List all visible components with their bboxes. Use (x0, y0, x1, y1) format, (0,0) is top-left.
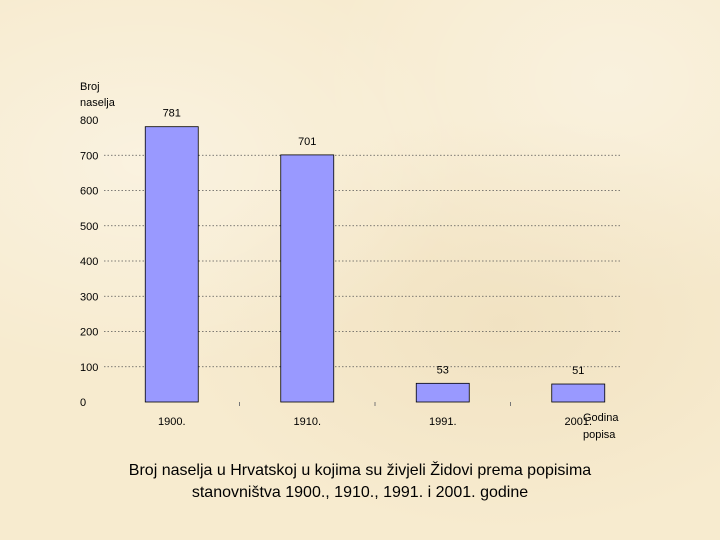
y-tick-label: 100 (80, 362, 98, 374)
data-label: 53 (437, 364, 449, 376)
caption-line-1: Broj naselja u Hrvatskoj u kojima su živ… (128, 462, 592, 479)
data-label: 781 (163, 108, 181, 120)
grid-lines (104, 154, 622, 406)
x-tick-label: 1900. (158, 416, 186, 428)
y-tick-label: 600 (80, 186, 98, 198)
x-axis-title-line-2: popisa (583, 429, 616, 441)
x-tick-label: 1910. (293, 416, 321, 428)
x-tick-label: 1991. (429, 416, 457, 428)
y-axis-title-line-1: Broj (80, 81, 100, 93)
bar (415, 382, 470, 403)
bar (144, 126, 199, 403)
y-tick-label: 400 (80, 256, 98, 268)
data-label: 701 (298, 136, 316, 148)
bars (144, 126, 606, 403)
y-tick-label: 300 (80, 291, 98, 303)
caption-line-2: stanovništva 1900., 1910., 1991. i 2001.… (191, 484, 529, 501)
chart-caption: Broj naselja u Hrvatskoj u kojima su živ… (60, 460, 660, 504)
y-tick-label: 800 (80, 115, 98, 127)
x-axis-title-line-1: Godina (583, 412, 619, 424)
x-tick-label: 2001. (564, 416, 592, 428)
bar-chart: 0 100 200 300 400 500 600 700 800 781 1900. 701 1910… (80, 81, 622, 441)
y-tick-label: 500 (80, 221, 98, 233)
bar (551, 383, 606, 403)
y-tick-label: 700 (80, 150, 98, 162)
data-label: 51 (572, 365, 584, 377)
bar (280, 154, 335, 403)
y-tick-label: 200 (80, 327, 98, 339)
labels: 0 100 200 300 400 500 600 700 800 781 1900. 701 1910… (80, 108, 592, 428)
y-axis-title-line-2: naselja (80, 97, 116, 109)
y-tick-label: 0 (80, 397, 86, 409)
